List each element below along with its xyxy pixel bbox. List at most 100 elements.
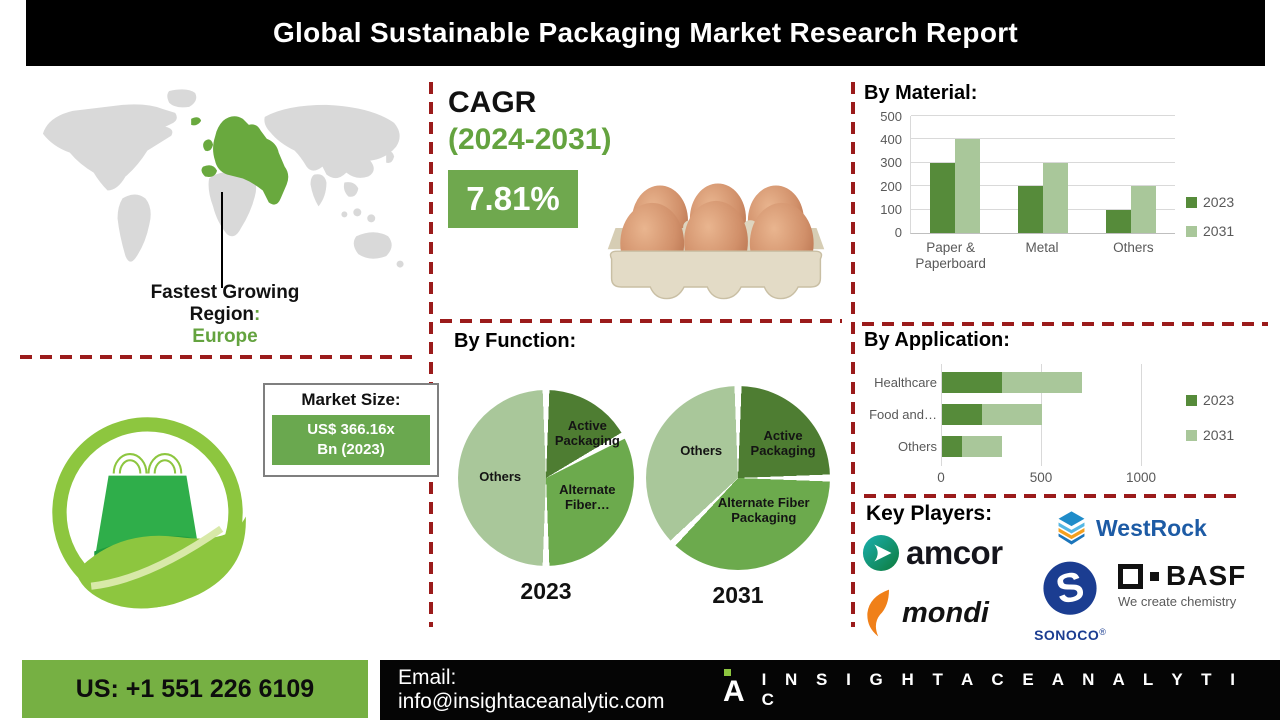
mondi-icon xyxy=(867,589,889,637)
market-size-title: Market Size: xyxy=(301,390,401,409)
legend-label: 2031 xyxy=(1203,427,1235,443)
westrock-wordmark: WestRock xyxy=(1096,514,1207,541)
key-players-title: Key Players: xyxy=(866,502,993,525)
legend-label: 2031 xyxy=(1203,223,1235,239)
bar-segment-2031 xyxy=(1002,371,1082,393)
bar-2031 xyxy=(1043,162,1068,233)
bar-segment-2023 xyxy=(942,403,982,425)
y-tick-label: 500 xyxy=(880,109,902,124)
legend-swatch xyxy=(1186,196,1197,208)
egg-carton-image xyxy=(607,183,825,300)
sonoco-logo: S SONOCO® xyxy=(1028,558,1112,645)
title-banner: Global Sustainable Packaging Market Rese… xyxy=(26,0,1265,66)
eco-bag-logo xyxy=(52,417,246,609)
phone-box: US: +1 551 226 6109 xyxy=(22,660,368,718)
cagr-label: CAGR xyxy=(448,86,537,119)
by-application-title: By Application: xyxy=(864,329,1010,351)
registered-mark: ® xyxy=(1099,627,1106,637)
x-category-label: Others xyxy=(1113,240,1154,255)
basf-logo: BASF We create chemistry xyxy=(1118,560,1246,609)
bar-segment-2031 xyxy=(982,403,1042,425)
legend-swatch xyxy=(1186,429,1197,441)
application-x-axis: 0 500 1000 xyxy=(937,470,1171,486)
legend-swatch xyxy=(1186,225,1197,237)
y-tick-label: 200 xyxy=(880,178,902,194)
cagr-period: (2024-2031) xyxy=(448,123,612,156)
westrock-logo: WestRock xyxy=(1053,508,1207,548)
x-category-label: Metal xyxy=(1025,240,1059,255)
horizontal-divider-material xyxy=(862,322,1268,326)
mondi-wordmark: mondi xyxy=(902,596,989,629)
app-category-label: Others xyxy=(897,438,937,454)
legend-label: 2023 xyxy=(1203,392,1235,408)
map-caption: Fastest Growing Region: Europe xyxy=(90,282,360,348)
bar-segment-2023 xyxy=(942,371,1002,393)
gridline xyxy=(941,364,942,466)
x-tick-label: 500 xyxy=(1029,470,1053,485)
sonoco-wordmark: SONOCO xyxy=(1034,627,1100,643)
basf-square-outline-icon xyxy=(1118,563,1143,589)
bar-2023 xyxy=(930,162,955,233)
pie-slice-label: Alternate Fiber Packaging xyxy=(717,494,810,525)
y-tick-label: 300 xyxy=(880,155,902,171)
material-y-axis: 500 400 300 200 100 0 xyxy=(864,109,902,240)
pie-2023: Active Packaging Alternate Fiber… Others xyxy=(458,390,634,566)
email-label: Email: xyxy=(398,666,457,689)
x-tick-label: 0 xyxy=(937,470,945,485)
legend-swatch xyxy=(1186,394,1197,406)
pie-slice-label: Others xyxy=(479,469,522,485)
pie-slice-label: Active Packaging xyxy=(554,418,620,449)
bar-2031 xyxy=(955,139,980,233)
pie-slice-label: Active Packaging xyxy=(750,428,816,459)
email-text: Email: info@insightaceanalytic.com xyxy=(380,666,723,714)
legend-item: 2031 xyxy=(1186,223,1234,239)
page-title: Global Sustainable Packaging Market Rese… xyxy=(272,17,1019,48)
app-chart-row: Food and… xyxy=(864,398,1172,430)
bar-group xyxy=(930,116,980,233)
bar-segment-2031 xyxy=(962,435,1002,457)
pie-slice-label: Others xyxy=(680,443,723,459)
legend-item: 2031 xyxy=(1186,427,1234,443)
sonoco-icon: S xyxy=(1043,561,1097,615)
gridline xyxy=(911,161,1175,163)
amcor-logo: amcor xyxy=(862,534,1003,572)
pie-year-label: 2031 xyxy=(712,582,764,608)
app-chart-row: Healthcare xyxy=(864,366,1172,398)
mondi-logo: mondi xyxy=(862,586,989,640)
pie-year-label: 2023 xyxy=(520,578,572,604)
basf-tagline: We create chemistry xyxy=(1118,594,1237,609)
by-material-title: By Material: xyxy=(864,82,978,104)
app-bar-track xyxy=(942,403,1172,425)
app-chart-row: Others xyxy=(864,430,1172,462)
green-dot-icon xyxy=(724,669,732,676)
x-tick-label: 1000 xyxy=(1125,470,1157,485)
insight-ace-mark-icon: A xyxy=(723,669,747,711)
app-bar-track xyxy=(942,435,1172,457)
map-caption-region: Europe xyxy=(192,326,258,347)
cagr-block: CAGR (2024-2031) xyxy=(448,84,611,158)
market-size-value: US$ 366.16x Bn (2023) xyxy=(272,415,430,465)
westrock-icon xyxy=(1058,511,1085,545)
footer-bar: Email: info@insightaceanalytic.com A I N… xyxy=(380,660,1280,720)
vertical-divider-left xyxy=(429,82,433,627)
by-function-title: By Function: xyxy=(454,330,577,352)
gridline xyxy=(1141,364,1142,466)
application-plot-area: Healthcare Food and… Others xyxy=(864,366,1172,462)
horizontal-divider-cagr xyxy=(440,319,842,323)
insight-ace-logo: A I N S I G H T A C E A N A L Y T I C xyxy=(723,669,1280,711)
x-category-label: Paper & Paperboard xyxy=(915,240,986,271)
material-plot-area xyxy=(910,115,1175,234)
gridline xyxy=(911,115,1175,116)
gridline xyxy=(911,138,1175,140)
map-caption-line2: Region: xyxy=(189,304,261,325)
horizontal-divider-application xyxy=(864,494,1240,498)
vertical-divider-right xyxy=(851,82,855,627)
legend-label: 2023 xyxy=(1203,194,1235,210)
email-address: info@insightaceanalytic.com xyxy=(398,690,665,713)
bar-group xyxy=(1106,116,1156,233)
basf-wordmark: BASF xyxy=(1166,560,1247,591)
app-bar-track xyxy=(942,371,1172,393)
bar-2031 xyxy=(1131,186,1156,233)
pie-chart-2023: Active Packaging Alternate Fiber… Others… xyxy=(458,390,634,605)
